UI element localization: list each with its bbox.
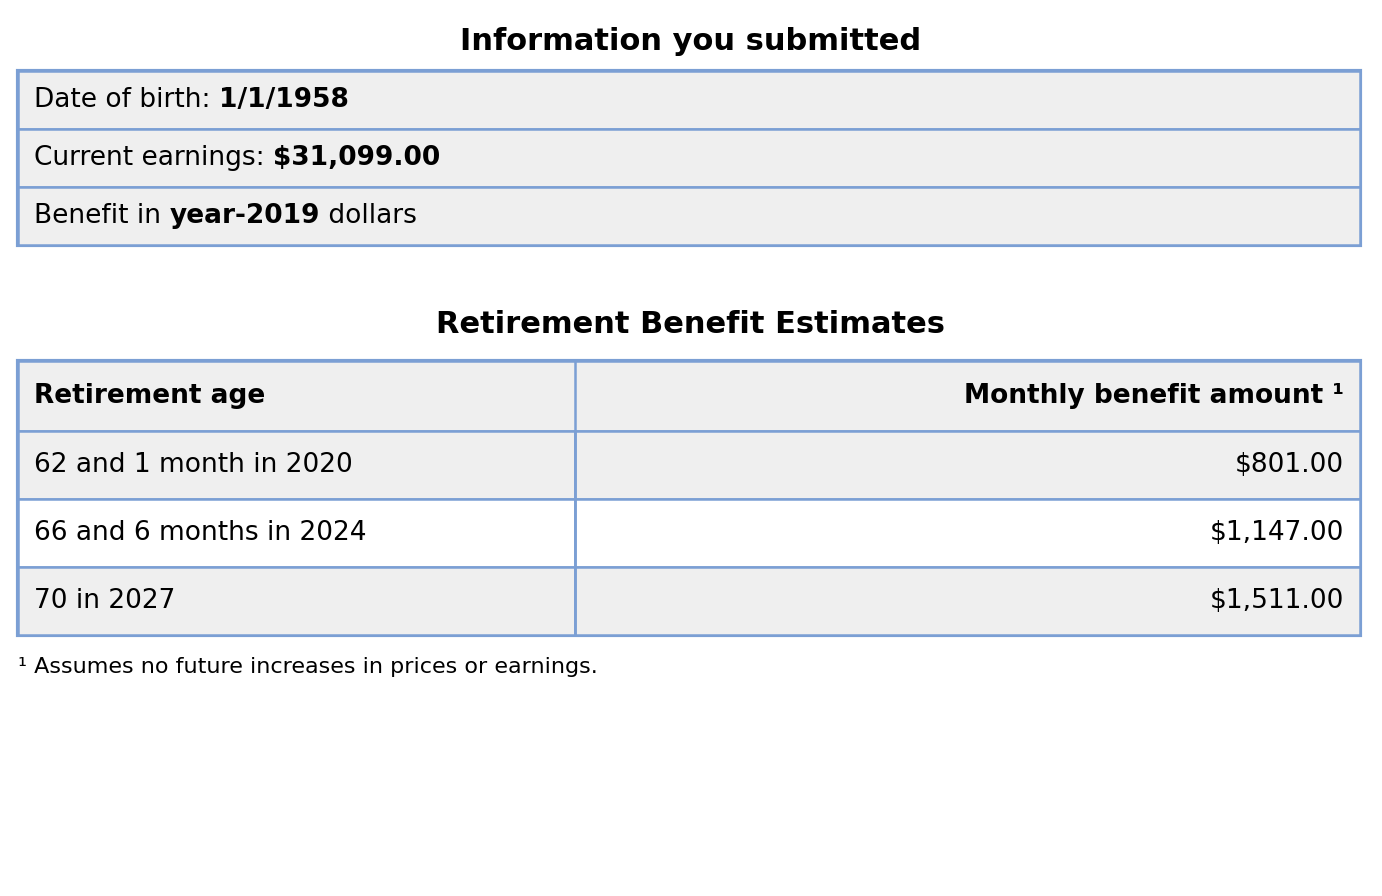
Bar xyxy=(18,567,575,635)
Text: Date of birth:: Date of birth: xyxy=(35,87,218,113)
Text: 66 and 6 months in 2024: 66 and 6 months in 2024 xyxy=(35,520,366,546)
Bar xyxy=(18,361,1360,431)
Bar xyxy=(18,71,1360,129)
Bar xyxy=(575,499,1360,567)
Text: Retirement age: Retirement age xyxy=(35,383,265,409)
Text: year-2019: year-2019 xyxy=(170,203,319,229)
Text: $1,147.00: $1,147.00 xyxy=(1209,520,1345,546)
Text: $801.00: $801.00 xyxy=(1236,452,1345,478)
Text: 1/1/1958: 1/1/1958 xyxy=(218,87,348,113)
Bar xyxy=(18,499,575,567)
Text: Monthly benefit amount ¹: Monthly benefit amount ¹ xyxy=(965,383,1345,409)
Bar xyxy=(18,431,575,499)
Text: dollars: dollars xyxy=(319,203,417,229)
Text: $31,099.00: $31,099.00 xyxy=(274,145,441,171)
Bar xyxy=(575,567,1360,635)
Bar xyxy=(18,361,1360,635)
Bar xyxy=(575,431,1360,499)
Text: ¹ Assumes no future increases in prices or earnings.: ¹ Assumes no future increases in prices … xyxy=(18,657,598,677)
Bar xyxy=(18,129,1360,187)
Bar xyxy=(18,71,1360,245)
Text: 62 and 1 month in 2020: 62 and 1 month in 2020 xyxy=(35,452,352,478)
Bar xyxy=(18,187,1360,245)
Text: 70 in 2027: 70 in 2027 xyxy=(35,588,176,614)
Text: Benefit in: Benefit in xyxy=(35,203,170,229)
Text: Information you submitted: Information you submitted xyxy=(460,27,922,56)
Text: Retirement Benefit Estimates: Retirement Benefit Estimates xyxy=(437,309,945,339)
Text: $1,511.00: $1,511.00 xyxy=(1209,588,1345,614)
Text: Current earnings:: Current earnings: xyxy=(35,145,274,171)
